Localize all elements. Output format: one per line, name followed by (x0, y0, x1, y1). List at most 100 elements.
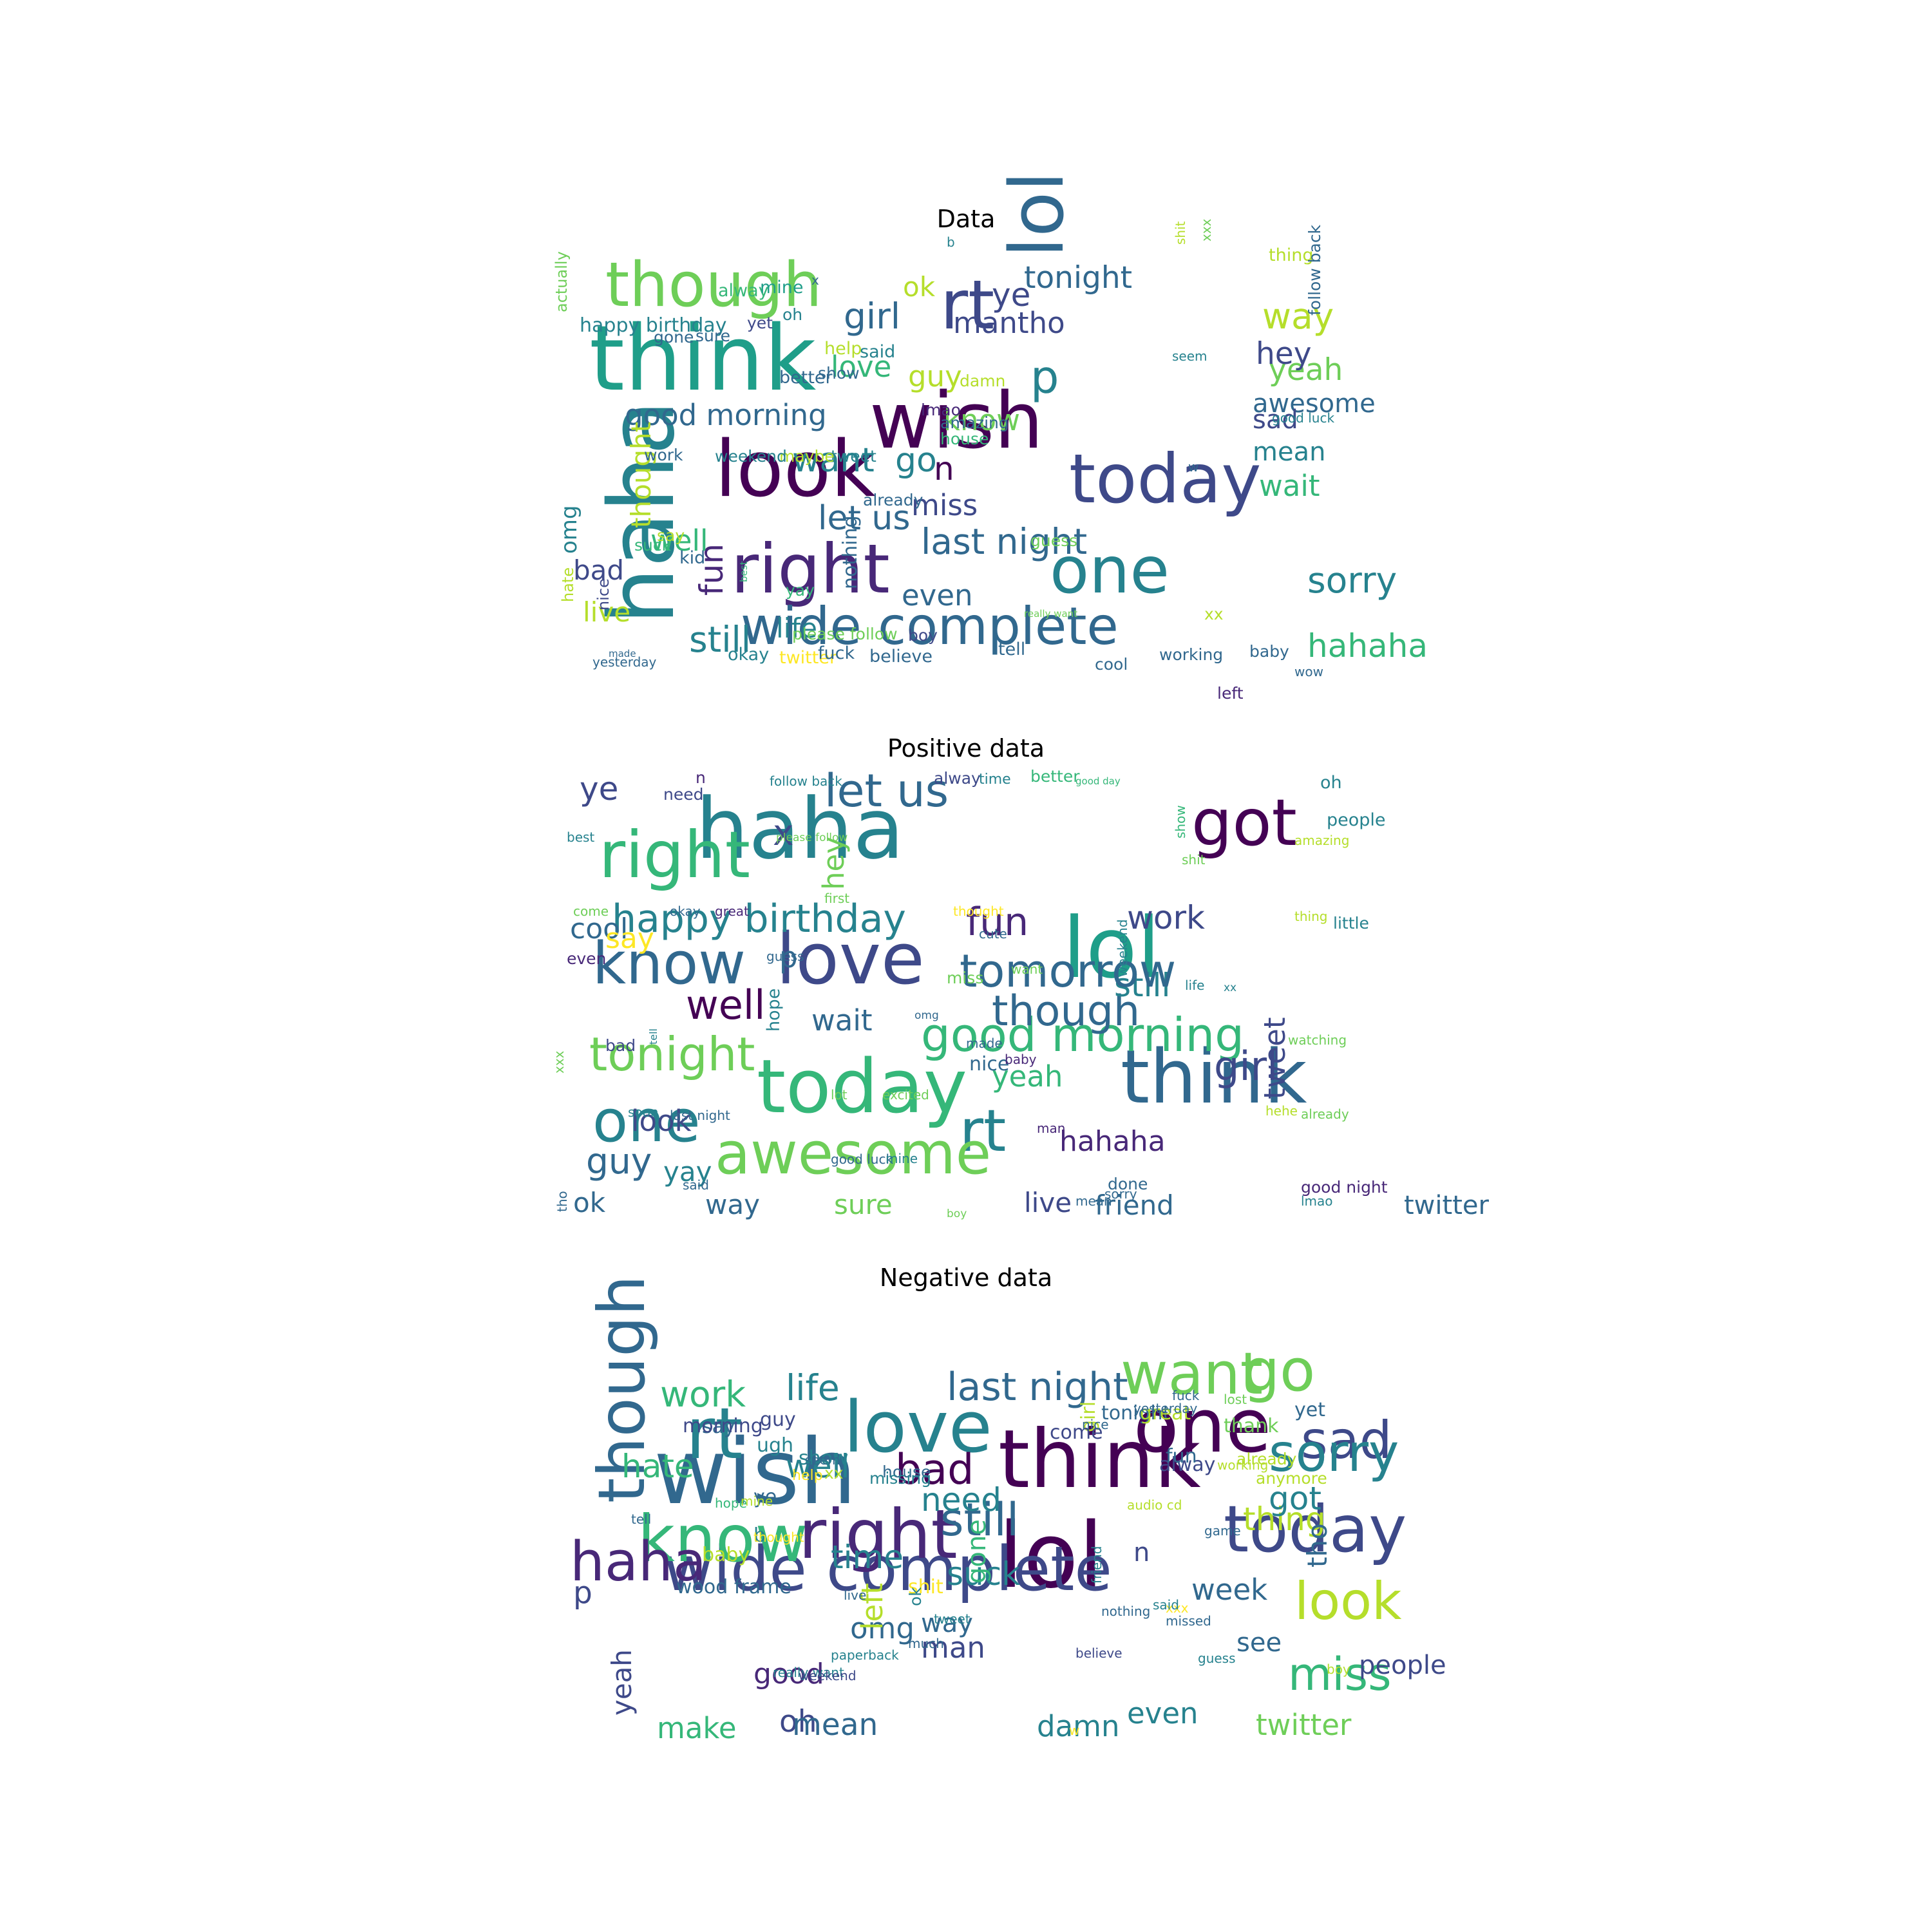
wordcloud-word: cool (1095, 655, 1128, 674)
wordcloud-word: come (1050, 1421, 1103, 1444)
wordcloud-word: p (573, 1575, 592, 1611)
wordcloud-word: yet (747, 314, 773, 332)
wordcloud-word: oh (782, 305, 802, 324)
wordcloud-word: though (584, 1275, 659, 1503)
wordcloud-word: last night (670, 1108, 730, 1123)
wordcloud-word: actually (553, 251, 571, 312)
panel-title: Negative data (879, 1264, 1053, 1292)
wordcloud-word: excited (882, 1087, 929, 1103)
wordcloud-word: well (786, 1448, 849, 1485)
wordcloud-word: man (1037, 1121, 1065, 1136)
wordcloud-word: xx (1204, 605, 1224, 623)
wordcloud-word: best (567, 829, 594, 845)
wordcloud-word: xxx (551, 1050, 567, 1074)
wordcloud-word: yeah (606, 1649, 638, 1716)
wordcloud-word: look (631, 1104, 692, 1138)
wordcloud-word: nice (969, 1053, 1009, 1075)
wordcloud-word: made (609, 648, 636, 659)
wordcloud-word: wish (869, 377, 1043, 466)
wordcloud-word: cute (979, 926, 1007, 942)
wordcloud-word: girl (1214, 1043, 1278, 1090)
wordcloud-word: hahaha (1307, 627, 1428, 665)
wordcloud-word: nice (1082, 1417, 1109, 1432)
wordcloud-word: n (696, 768, 706, 787)
wordcloud-word: thing (1294, 909, 1327, 924)
wordcloud-word: soon (628, 1104, 659, 1120)
wordcloud-word: one (1050, 533, 1170, 608)
wordcloud-word: paperback (831, 1647, 899, 1663)
wordcloud-word: better (779, 368, 833, 388)
wordcloud-word: think (1121, 1034, 1307, 1121)
wordcloud-word: ye (992, 276, 1030, 314)
wordcloud-word: mine (741, 1493, 773, 1509)
wordcloud-word: bad (895, 1446, 974, 1494)
wordcloud-word: guy (586, 1141, 652, 1182)
wordcloud-word: though (605, 250, 822, 321)
wordcloud-word: bad (605, 1036, 636, 1055)
wordcloud-word: tonight (1024, 260, 1132, 296)
wordcloud-word: lol (1063, 899, 1160, 997)
wordcloud-word: ok (573, 1187, 606, 1218)
wordcloud-word: missing (869, 1469, 931, 1488)
wordcloud-word: go (1243, 1337, 1315, 1405)
wordcloud-word: boy (908, 626, 938, 645)
wordcloud-word: amazing (940, 413, 1009, 432)
wordcloud-word: x (811, 272, 819, 288)
wordcloud-word: come (573, 904, 609, 919)
wordcloud-word: working (1159, 645, 1223, 664)
wordcloud-word: thought (625, 422, 657, 528)
wordcloud-word: yay (663, 1156, 712, 1188)
wordcloud-word: hope (764, 989, 784, 1032)
wordcloud-word: see (1236, 1628, 1282, 1658)
wordcloud-word: work (644, 446, 683, 464)
wordcloud-word: mantho (953, 306, 1065, 340)
wordcloud-word: better (1030, 767, 1080, 786)
wordcloud-word: omg (556, 505, 582, 554)
wordcloud-word: baby (702, 1544, 750, 1566)
wordcloud-word: sad (1253, 405, 1298, 435)
wordcloud-word: please follow (776, 831, 848, 844)
wordcloud-word: tomorrow (960, 945, 1176, 998)
wordcloud-word: seem (805, 1452, 840, 1468)
wordcloud-word: last night (921, 521, 1087, 562)
wordcloud-word: done (1108, 1175, 1148, 1193)
wordcloud-word: okay (670, 904, 701, 919)
wordcloud-word: mean (792, 1707, 878, 1743)
wordcloud-word: shit (1173, 221, 1188, 245)
wordcloud-word: sorry (1104, 1186, 1137, 1202)
wordcloud-word: one (1133, 1383, 1271, 1470)
wordcloud-word: well (650, 524, 708, 558)
wordcloud-word: right (731, 530, 890, 609)
wordcloud-word: still (689, 619, 751, 660)
wordcloud-word: friend (1089, 1546, 1104, 1584)
wordcloud-word: seem (1172, 348, 1208, 364)
wordcloud-word: really want (1024, 608, 1077, 620)
wordcloud-word: tell (998, 639, 1025, 659)
wordcloud-word: hope (715, 1495, 747, 1511)
wordcloud-word: thing (1243, 1501, 1326, 1538)
wordcloud-word: think (589, 307, 816, 412)
wordcloud-word: boy (1327, 1662, 1350, 1677)
wordcloud-word: alway (934, 769, 981, 788)
wordcloud-word: guess (766, 949, 804, 964)
wordcloud-word: life (1185, 978, 1204, 993)
wordcloud-word: lol (998, 1504, 1103, 1609)
wordcloud-word: xx (824, 1464, 844, 1482)
wordcloud-word: say (605, 922, 654, 955)
wordcloud-word: twitter (779, 648, 837, 668)
wordcloud-word: thought (953, 904, 1004, 919)
wordcloud-word: cool (570, 913, 628, 945)
wordcloud-word: w (1069, 1723, 1079, 1738)
wordcloud-word: omg (850, 1611, 914, 1645)
wordcloud-word: working (1217, 1457, 1268, 1473)
wordcloud-word: tweet (831, 447, 876, 466)
wordcloud-word: hey (1256, 336, 1312, 372)
wordcloud-word: weekend (799, 1668, 857, 1683)
wordcloud-word: mean (1075, 1193, 1112, 1209)
wordcloud-word: ok (906, 1587, 925, 1606)
wordcloud-word: fuck (818, 643, 855, 663)
wordcloud-word: want (1011, 961, 1043, 977)
wordcloud-word: baby (1249, 642, 1289, 661)
wordcloud-word: first (824, 891, 849, 906)
